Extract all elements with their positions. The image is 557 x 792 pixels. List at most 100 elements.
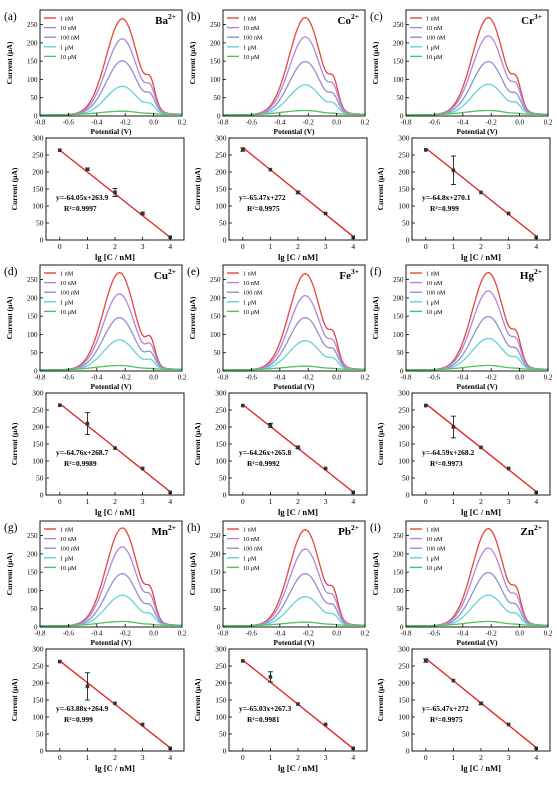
x-axis-title: Potential (V) (90, 127, 132, 136)
calibration-plot: 0 1 2 3 4 0 50 100 150 200 250 300 lg [C / nM] Curren… (10, 645, 185, 773)
y-tick-label: 150 (27, 313, 38, 321)
x-tick-label: 0 (424, 753, 428, 762)
plot-frame (39, 264, 183, 372)
voltammogram-plot: 1 nM 10 nM 100 nM 1 μM 10 μM Hg2+ -0.8 -0.6 -0.4… (371, 264, 553, 391)
data-point (424, 658, 428, 663)
y-tick-label: 200 (215, 679, 227, 688)
x-tick-label: 4 (534, 753, 538, 762)
ion-label: Cr3+ (521, 12, 542, 27)
legend-label: 10 nM (60, 536, 77, 543)
x-tick-label: 4 (534, 497, 538, 506)
y-axis-title: Current (μA) (193, 167, 202, 210)
x-tick-label: 0.2 (544, 630, 553, 638)
x-axis-title: lg [C / nM] (278, 507, 318, 517)
legend-label: 10 nM (243, 25, 260, 32)
x-tick-label: 3 (507, 753, 511, 762)
y-tick-label: 200 (32, 168, 44, 177)
y-tick-label: 0 (40, 747, 44, 756)
x-tick-label: -0.2 (303, 374, 315, 382)
ion-charge: 2+ (534, 267, 542, 276)
x-tick-label: -0.4 (91, 119, 103, 127)
x-tick-label: 0.2 (178, 119, 187, 127)
x-tick-label: 0 (241, 753, 245, 762)
panel-a: 1 nM 10 nM 100 nM 1 μM 10 μM Ba2+ -0.8 -0.6 -0.4… (4, 9, 187, 262)
r-squared: R²=0.9975 (430, 715, 463, 724)
x-tick-label: 2 (296, 497, 300, 506)
x-tick-label: -0.8 (217, 374, 229, 382)
legend-label: 1 nM (243, 271, 257, 278)
data-point (268, 423, 273, 428)
y-tick-label: 50 (31, 349, 39, 357)
x-tick-label: 2 (479, 753, 483, 762)
x-tick-label: 0.0 (332, 119, 341, 127)
data-point (451, 168, 456, 173)
ion-symbol: Hg (520, 270, 535, 282)
y-tick-label: 100 (32, 457, 44, 466)
data-point (424, 403, 428, 408)
y-axis-title: Current (μA) (188, 41, 197, 84)
y-tick-label: 100 (393, 76, 404, 84)
x-tick-label: 0.0 (149, 374, 158, 382)
calibration-plot: 0 1 2 3 4 0 50 100 150 200 250 300 lg [C / nM] Curren… (193, 389, 368, 517)
y-tick-label: 50 (214, 605, 222, 613)
x-tick-label: -0.4 (274, 374, 286, 382)
y-tick-label: 0 (34, 624, 38, 632)
panel-label: (b) (187, 11, 201, 23)
x-tick-label: -0.4 (457, 630, 469, 638)
r-squared: R²=0.999 (64, 715, 93, 724)
r-squared: R²=0.9981 (247, 715, 280, 724)
series-line-1-nM (406, 527, 548, 627)
panel-label: (f) (370, 266, 382, 278)
y-tick-label: 250 (210, 21, 221, 29)
x-tick-label: 0.0 (332, 630, 341, 638)
plot-frame (411, 392, 551, 496)
series-line-10-μM (40, 620, 182, 627)
y-tick-label: 150 (398, 696, 410, 705)
y-tick-label: 150 (210, 569, 221, 577)
y-tick-label: 200 (393, 294, 404, 302)
x-tick-label: 0 (58, 497, 62, 506)
x-tick-label: -0.6 (246, 374, 258, 382)
y-tick-label: 100 (210, 76, 221, 84)
y-axis-title: Current (μA) (193, 422, 202, 465)
legend-label: 100 nM (60, 290, 80, 297)
data-point (506, 466, 511, 471)
x-axis-title: lg [C / nM] (278, 763, 318, 773)
x-tick-label: -0.6 (63, 374, 75, 382)
x-tick-label: 0.2 (361, 119, 370, 127)
y-tick-label: 0 (223, 491, 227, 500)
calibration-plot: 0 1 2 3 4 0 50 100 150 200 250 300 lg [C / nM] Curren… (376, 389, 551, 517)
y-axis-title: Current (μA) (5, 552, 14, 595)
data-point (113, 446, 117, 450)
x-tick-label: -0.2 (486, 119, 498, 127)
data-point (113, 190, 117, 195)
data-point (241, 403, 245, 408)
legend-label: 1 nM (60, 527, 74, 534)
y-tick-label: 200 (210, 39, 221, 47)
ion-label: Ba2+ (155, 12, 176, 27)
ion-symbol: Cr (521, 15, 534, 27)
x-tick-label: 4 (168, 497, 172, 506)
y-tick-label: 0 (223, 236, 227, 245)
x-tick-label: -0.8 (34, 374, 46, 382)
y-tick-label: 50 (31, 94, 39, 102)
y-tick-label: 50 (402, 474, 410, 483)
data-point (140, 466, 145, 471)
y-tick-label: 100 (398, 713, 410, 722)
x-tick-label: -0.4 (91, 374, 103, 382)
x-axis-title: lg [C / nM] (95, 763, 135, 773)
plot-frame (405, 264, 549, 372)
series-line-1-nM (40, 271, 182, 371)
panel-f: 1 nM 10 nM 100 nM 1 μM 10 μM Hg2+ -0.8 -0.6 -0.4… (370, 264, 553, 517)
r-squared: R²=0.9997 (64, 204, 97, 213)
voltammogram-plot: 1 nM 10 nM 100 nM 1 μM 10 μM Pb2+ -0.8 -0.6 -0.4… (188, 520, 370, 647)
x-tick-label: 3 (507, 497, 511, 506)
legend-label: 1 μM (60, 299, 74, 306)
fit-equation: y=-65.47x+272 (422, 704, 469, 713)
y-tick-label: 100 (215, 713, 227, 722)
data-point (296, 702, 300, 706)
y-tick-label: 0 (223, 747, 227, 756)
y-tick-label: 300 (215, 645, 227, 654)
legend-label: 100 nM (60, 35, 80, 42)
